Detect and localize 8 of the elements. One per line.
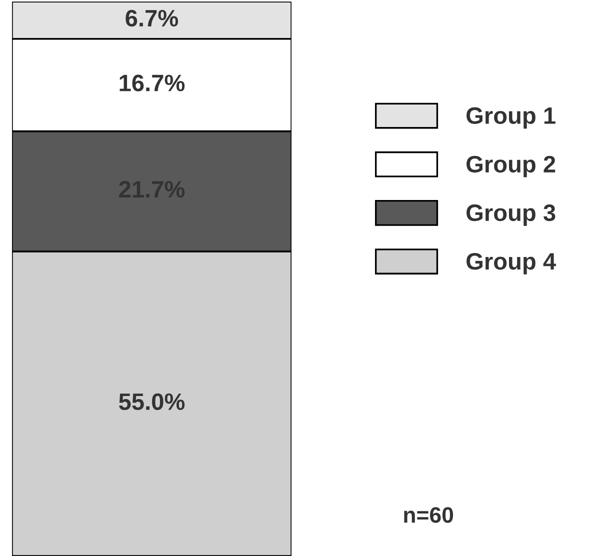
- legend-label: Group 3: [466, 204, 556, 226]
- data-label: 55.0%: [119, 393, 185, 410]
- text: n=60: [404, 507, 454, 523]
- legend-label: Group 1: [466, 107, 556, 129]
- legend-label: Group 4: [466, 253, 556, 274]
- data-label: 6.7%: [126, 10, 178, 27]
- legend-label: Group 2: [466, 156, 556, 178]
- data-label: 16.7%: [120, 74, 185, 92]
